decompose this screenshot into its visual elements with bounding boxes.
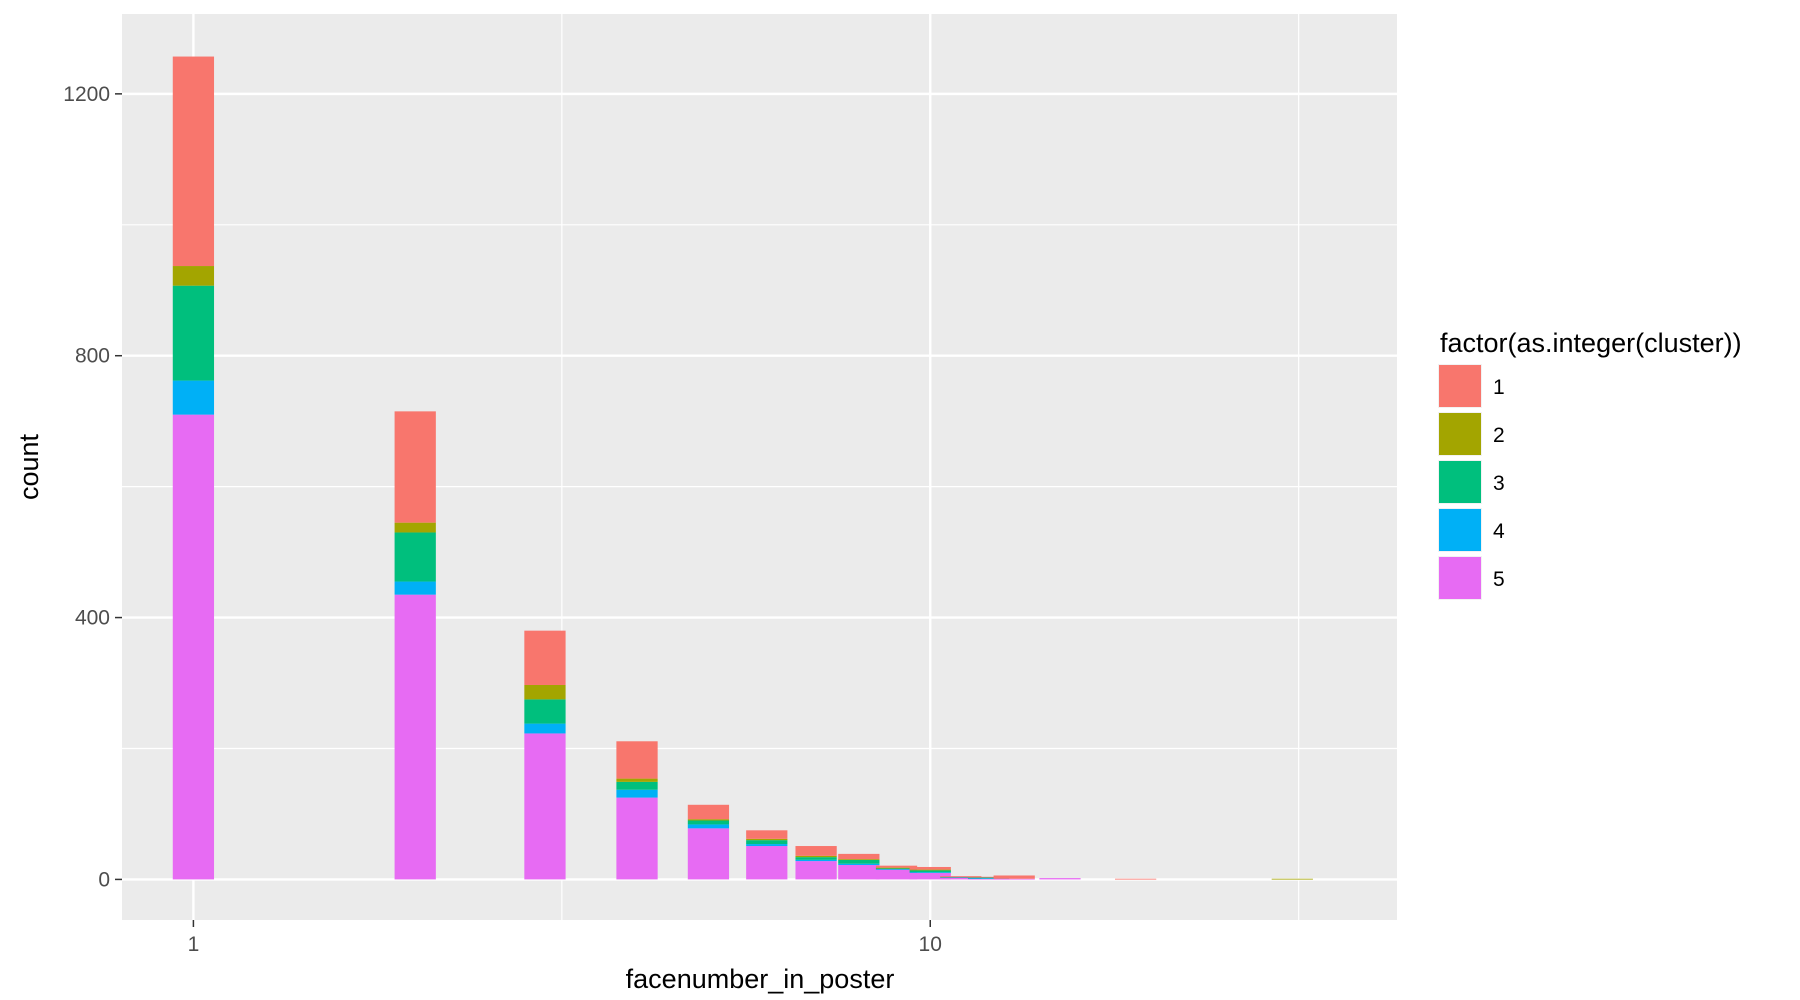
legend: factor(as.integer(cluster)) 1 2 3 4 5 — [1438, 328, 1742, 600]
bar-segment-x9-cluster-2 — [875, 867, 918, 869]
bar-segment-x9-cluster-4 — [875, 868, 918, 870]
bar-segment-x7-cluster-1 — [795, 846, 837, 856]
bar-segment-x3-cluster-5 — [524, 733, 566, 880]
bar-segment-x1-cluster-3 — [172, 285, 215, 381]
bar-segment-x5-cluster-5 — [687, 828, 730, 880]
bar-segment-x6-cluster-5 — [746, 846, 788, 880]
bar-segment-x9-cluster-3 — [875, 868, 918, 870]
bar-segment-x7-cluster-3 — [795, 857, 837, 860]
bar-segment-x10-cluster-2 — [909, 869, 951, 871]
bar-segment-x5-cluster-2 — [687, 819, 730, 821]
legend-key-3 — [1439, 461, 1481, 503]
bar-segment-x13-cluster-1 — [993, 875, 1035, 879]
bar-segment-x6-cluster-1 — [746, 830, 788, 839]
bar-segment-x4-cluster-3 — [616, 781, 658, 790]
bar-segment-x12-cluster-3 — [967, 877, 1010, 879]
bar-segment-x12-cluster-4 — [967, 878, 1010, 879]
bar-segment-x5-cluster-4 — [687, 824, 730, 829]
bar-segment-x4-cluster-5 — [616, 797, 658, 880]
bar-segment-x8-cluster-3 — [838, 859, 880, 864]
bar-segment-x12-cluster-1 — [967, 876, 1010, 878]
bar-segment-x10-cluster-5 — [909, 872, 951, 880]
bar-segment-x10-cluster-1 — [909, 866, 951, 870]
legend-label-5: 5 — [1493, 568, 1505, 591]
bar-segment-x6-cluster-3 — [746, 840, 788, 845]
bar-segment-x7-cluster-2 — [795, 855, 837, 858]
legend-label-4: 4 — [1493, 520, 1505, 543]
bar-segment-x12-cluster-5 — [967, 878, 1010, 880]
bar-segment-x8-cluster-4 — [838, 863, 880, 866]
legend-label-2: 2 — [1493, 424, 1505, 447]
bar-segment-x3-cluster-4 — [524, 723, 566, 734]
bar-segment-x13-cluster-5 — [993, 878, 1035, 880]
x-tick-label: 10 — [919, 933, 942, 956]
legend-key-5 — [1439, 557, 1481, 599]
bar-segment-x2-cluster-2 — [394, 522, 436, 533]
bar-segment-x5-cluster-3 — [687, 820, 730, 825]
bar-segment-x19-cluster-1 — [1115, 878, 1157, 880]
legend-key-4 — [1439, 509, 1481, 551]
bar-segment-x9-cluster-1 — [875, 865, 918, 868]
bar-segment-x10-cluster-3 — [909, 870, 951, 873]
bar-segment-x2-cluster-5 — [394, 594, 436, 880]
legend-title: factor(as.integer(cluster)) — [1440, 328, 1742, 358]
bars — [172, 56, 1313, 880]
bar-segment-x9-cluster-5 — [875, 869, 918, 880]
bar-segment-x8-cluster-1 — [838, 853, 880, 860]
x-axis: 1 10 — [188, 920, 942, 956]
y-tick-label: 0 — [98, 868, 110, 891]
bar-segment-x11-cluster-5 — [940, 877, 982, 880]
bar-segment-x2-cluster-3 — [394, 532, 436, 582]
x-axis-title: facenumber_in_poster — [626, 964, 895, 994]
bar-segment-x31-cluster-2 — [1271, 878, 1313, 880]
bar-segment-x8-cluster-2 — [838, 859, 880, 860]
legend-label-1: 1 — [1493, 376, 1505, 399]
bar-segment-x1-cluster-4 — [172, 380, 215, 415]
y-tick-label: 1200 — [63, 83, 110, 106]
panel-background — [122, 14, 1397, 920]
legend-key-2 — [1439, 413, 1481, 455]
bar-segment-x1-cluster-1 — [172, 56, 215, 267]
bar-segment-x4-cluster-4 — [616, 789, 658, 798]
y-tick-label: 400 — [75, 607, 110, 630]
y-axis-title: count — [14, 433, 44, 500]
x-tick-label: 1 — [188, 933, 200, 956]
bar-segment-x4-cluster-2 — [616, 778, 658, 782]
bar-segment-x2-cluster-4 — [394, 581, 436, 595]
bar-segment-x4-cluster-1 — [616, 741, 658, 779]
bar-segment-x15-cluster-5 — [1039, 878, 1081, 880]
bar-segment-x5-cluster-1 — [687, 804, 730, 820]
legend-items: 1 2 3 4 5 — [1438, 364, 1505, 600]
legend-key-1 — [1439, 365, 1481, 407]
bar-segment-x3-cluster-2 — [524, 684, 566, 700]
bar-segment-x3-cluster-3 — [524, 699, 566, 724]
legend-label-3: 3 — [1493, 472, 1505, 495]
y-axis: 0 400 800 1200 — [63, 83, 122, 891]
bar-segment-x1-cluster-5 — [172, 414, 215, 880]
bar-segment-x11-cluster-1 — [940, 876, 982, 877]
bar-segment-x11-cluster-3 — [940, 876, 982, 878]
bar-segment-x1-cluster-2 — [172, 266, 215, 286]
bar-segment-x7-cluster-5 — [795, 861, 837, 880]
grid-minor — [122, 14, 1397, 920]
bar-segment-x10-cluster-4 — [909, 872, 951, 874]
bar-segment-x6-cluster-2 — [746, 838, 788, 841]
bar-segment-x7-cluster-4 — [795, 859, 837, 862]
bar-segment-x2-cluster-1 — [394, 411, 436, 523]
bar-segment-x8-cluster-5 — [838, 865, 880, 880]
bar-segment-x6-cluster-4 — [746, 844, 788, 847]
y-tick-label: 800 — [75, 345, 110, 368]
bar-segment-x3-cluster-1 — [524, 630, 566, 685]
